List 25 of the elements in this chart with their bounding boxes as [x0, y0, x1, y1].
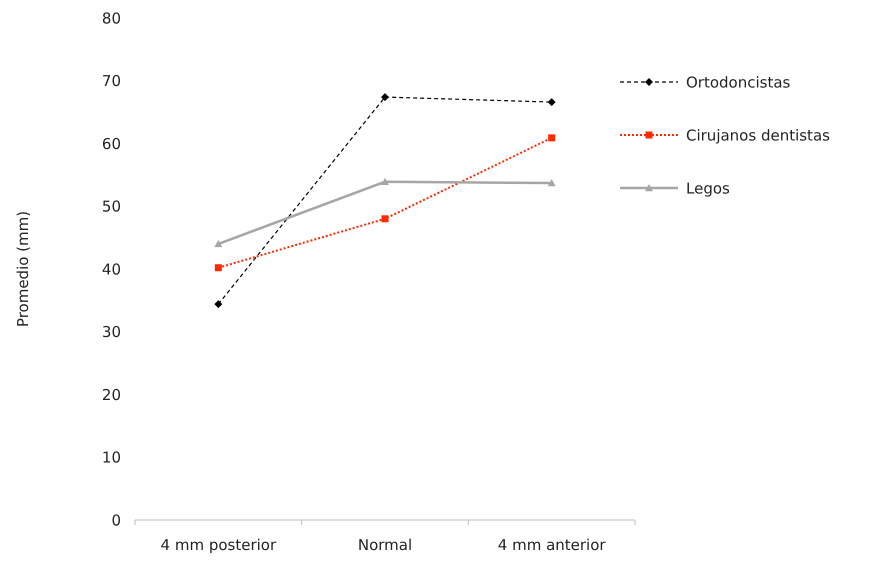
y-tick-label: 0: [111, 511, 121, 530]
legend-label: Cirujanos dentistas: [686, 126, 830, 144]
point: [214, 300, 222, 308]
x-tick-label: Normal: [358, 536, 412, 554]
x-tick-label: 4 mm anterior: [498, 536, 606, 554]
y-tick-label: 40: [102, 260, 121, 278]
point: [214, 240, 222, 248]
y-tick-label: 80: [102, 9, 121, 28]
y-tick-label: 10: [102, 448, 121, 466]
legend-label: Legos: [686, 179, 730, 198]
y-tick-label: 70: [102, 72, 121, 90]
y-axis-title: Promedio (mm): [14, 210, 32, 328]
point: [548, 134, 556, 142]
legend-label: Ortodoncistas: [686, 73, 791, 92]
point: [548, 179, 556, 186]
y-tick-label: 30: [102, 323, 121, 341]
point: [382, 215, 388, 222]
y-tick-label: 60: [102, 134, 121, 153]
point: [548, 98, 556, 106]
point: [214, 264, 222, 272]
x-tick-label: 4 mm posterior: [160, 536, 277, 554]
y-tick-label: 50: [102, 198, 121, 216]
point: [381, 93, 389, 102]
point: [381, 178, 389, 185]
y-tick-label: 20: [102, 386, 121, 404]
